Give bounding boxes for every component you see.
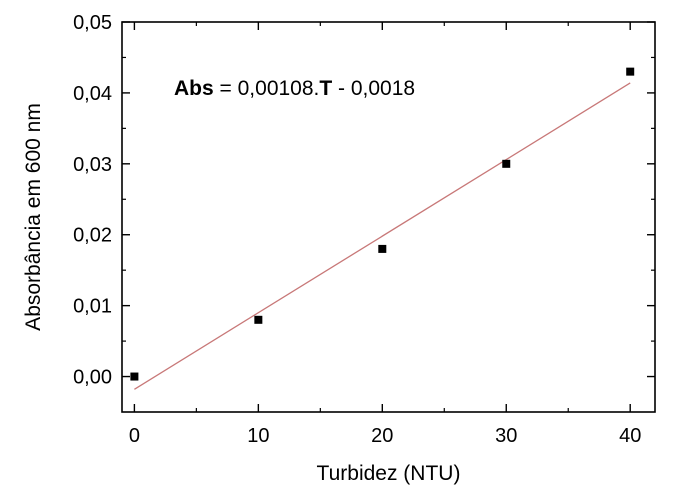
- x-tick-label: 20: [371, 425, 393, 447]
- plot-frame: [121, 21, 656, 413]
- equation-end: - 0,0018: [332, 77, 415, 100]
- axis-ticks: [122, 21, 655, 412]
- y-tick-label: 0,01: [73, 296, 112, 318]
- y-tick-label: 0,02: [73, 225, 112, 247]
- regression-line: [134, 82, 631, 390]
- equation-t: T: [319, 77, 332, 100]
- x-axis-title: Turbidez (NTU): [317, 462, 461, 485]
- x-tick-label: 30: [495, 425, 517, 447]
- equation-mid: = 0,00108.: [214, 77, 320, 100]
- x-tick-label: 40: [619, 425, 641, 447]
- data-points: [130, 67, 635, 381]
- x-tick-label: 10: [247, 425, 269, 447]
- data-point: [502, 159, 511, 168]
- equation-abs: Abs: [174, 77, 214, 100]
- y-tick-label: 0,04: [73, 83, 112, 105]
- data-point: [130, 372, 139, 381]
- axis-tick-labels: 0 10 20 30 40 0,00 0,01 0,02 0,03 0,04 0,05: [73, 12, 641, 447]
- y-tick-label: 0,00: [73, 367, 112, 389]
- x-tick-label: 0: [129, 425, 140, 447]
- data-point: [254, 315, 263, 324]
- y-tick-label: 0,03: [73, 154, 112, 176]
- equation-annotation: Abs = 0,00108.T - 0,0018: [174, 77, 415, 100]
- y-axis-title: Absorbância em 600 nm: [22, 103, 45, 331]
- data-point: [378, 244, 387, 253]
- data-point: [626, 67, 635, 76]
- y-tick-label: 0,05: [73, 12, 112, 34]
